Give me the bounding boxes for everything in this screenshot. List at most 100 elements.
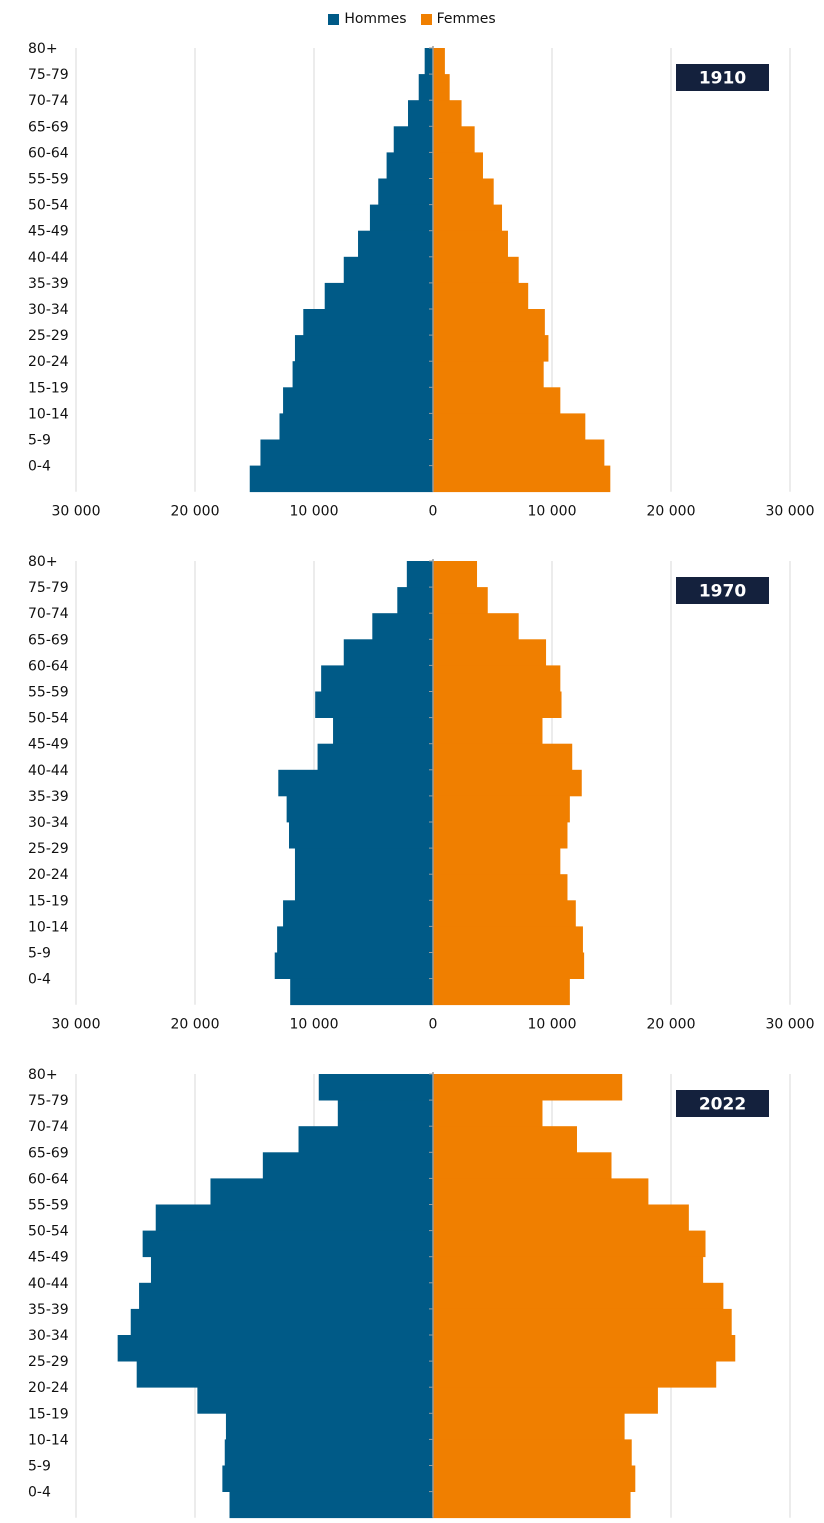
bar-femmes bbox=[433, 178, 494, 205]
bar-femmes bbox=[433, 465, 611, 493]
bar-femmes bbox=[433, 1074, 623, 1101]
x-tick-label: 30 000 bbox=[766, 1017, 815, 1033]
age-group-label: 35-39 bbox=[28, 276, 69, 292]
bar-hommes bbox=[294, 335, 433, 362]
age-group-label: 25-29 bbox=[28, 328, 69, 344]
age-group-label: 45-49 bbox=[28, 224, 69, 240]
bar-hommes bbox=[372, 613, 433, 640]
age-group-label: 80+ bbox=[28, 554, 58, 570]
bar-femmes bbox=[433, 743, 573, 771]
bar-hommes bbox=[283, 900, 433, 927]
bar-femmes bbox=[433, 1126, 577, 1153]
bar-femmes bbox=[433, 1439, 632, 1466]
bar-femmes bbox=[433, 1465, 636, 1492]
bar-femmes bbox=[433, 1282, 724, 1310]
bar-hommes bbox=[292, 361, 433, 388]
bar-hommes bbox=[333, 717, 433, 745]
bar-femmes bbox=[433, 1204, 689, 1231]
age-group-label: 0-4 bbox=[28, 459, 51, 475]
year-badge bbox=[676, 577, 769, 604]
bar-hommes bbox=[277, 926, 433, 953]
age-group-label: 0-4 bbox=[28, 972, 51, 988]
bar-hommes bbox=[262, 1152, 433, 1179]
bar-femmes bbox=[433, 282, 529, 310]
bar-femmes bbox=[433, 1230, 706, 1258]
bar-hommes bbox=[117, 1335, 434, 1362]
bar-femmes bbox=[433, 1308, 732, 1336]
bar-hommes bbox=[408, 100, 433, 127]
bar-hommes bbox=[343, 256, 433, 284]
age-group-label: 45-49 bbox=[28, 1250, 69, 1266]
bar-hommes bbox=[155, 1204, 434, 1231]
bar-femmes bbox=[433, 1361, 717, 1388]
bar-hommes bbox=[224, 1439, 433, 1466]
bar-hommes bbox=[369, 204, 433, 232]
bar-hommes bbox=[225, 1413, 433, 1440]
age-group-label: 55-59 bbox=[28, 685, 69, 701]
age-group-label: 10-14 bbox=[28, 919, 69, 935]
bar-femmes bbox=[433, 1335, 736, 1362]
age-group-label: 30-34 bbox=[28, 302, 69, 318]
age-group-label: 65-69 bbox=[28, 632, 69, 648]
bar-femmes bbox=[433, 204, 503, 232]
x-tick-label: 30 000 bbox=[52, 504, 101, 520]
age-group-label: 45-49 bbox=[28, 737, 69, 753]
bar-hommes bbox=[315, 691, 433, 718]
bar-femmes bbox=[433, 691, 562, 718]
bar-hommes bbox=[386, 152, 433, 179]
age-group-label: 5-9 bbox=[28, 1459, 51, 1475]
bar-hommes bbox=[358, 230, 433, 258]
age-group-label: 80+ bbox=[28, 1067, 58, 1083]
bar-hommes bbox=[324, 282, 433, 310]
age-group-label: 25-29 bbox=[28, 841, 69, 857]
x-tick-label: 30 000 bbox=[52, 1017, 101, 1033]
bar-hommes bbox=[303, 309, 433, 336]
age-group-label: 5-9 bbox=[28, 433, 51, 449]
bar-hommes bbox=[197, 1387, 433, 1414]
bar-femmes bbox=[433, 48, 445, 75]
bar-femmes bbox=[433, 717, 543, 745]
bar-hommes bbox=[278, 769, 433, 797]
age-group-label: 50-54 bbox=[28, 1224, 69, 1240]
year-badge-label: 1970 bbox=[699, 582, 746, 602]
year-badge-label: 2022 bbox=[699, 1095, 746, 1115]
age-group-label: 60-64 bbox=[28, 1171, 69, 1187]
age-group-label: 75-79 bbox=[28, 67, 69, 83]
bar-hommes bbox=[130, 1308, 434, 1336]
bar-hommes bbox=[318, 1074, 433, 1101]
age-group-label: 70-74 bbox=[28, 93, 69, 109]
bar-hommes bbox=[136, 1361, 433, 1388]
legend-item-femmes: Femmes bbox=[420, 11, 496, 27]
bar-hommes bbox=[424, 48, 433, 75]
age-group-label: 15-19 bbox=[28, 1406, 69, 1422]
x-tick-label: 10 000 bbox=[290, 504, 339, 520]
x-tick-label: 20 000 bbox=[171, 1017, 220, 1033]
bar-femmes bbox=[433, 1100, 543, 1127]
bar-hommes bbox=[229, 1491, 433, 1519]
x-tick-label: 30 000 bbox=[766, 504, 815, 520]
age-group-label: 55-59 bbox=[28, 1198, 69, 1214]
age-group-label: 20-24 bbox=[28, 867, 69, 883]
chart-legend: Hommes Femmes bbox=[0, 11, 824, 27]
age-group-label: 40-44 bbox=[28, 763, 69, 779]
bar-femmes bbox=[433, 1387, 658, 1414]
legend-swatch-hommes bbox=[328, 13, 340, 25]
bar-femmes bbox=[433, 952, 585, 979]
bar-femmes bbox=[433, 587, 488, 614]
bar-hommes bbox=[290, 978, 433, 1006]
age-group-label: 30-34 bbox=[28, 815, 69, 831]
age-group-label: 35-39 bbox=[28, 789, 69, 805]
bar-hommes bbox=[343, 639, 433, 666]
bar-hommes bbox=[378, 178, 433, 205]
bar-femmes bbox=[433, 900, 576, 927]
bar-hommes bbox=[283, 387, 433, 414]
bar-femmes bbox=[433, 1256, 704, 1284]
bar-hommes bbox=[222, 1465, 433, 1492]
bar-hommes bbox=[150, 1256, 433, 1284]
bar-femmes bbox=[433, 152, 483, 179]
age-group-label: 15-19 bbox=[28, 893, 69, 909]
bar-hommes bbox=[139, 1282, 433, 1310]
bar-hommes bbox=[317, 743, 433, 771]
age-group-label: 35-39 bbox=[28, 1302, 69, 1318]
age-group-label: 25-29 bbox=[28, 1354, 69, 1370]
